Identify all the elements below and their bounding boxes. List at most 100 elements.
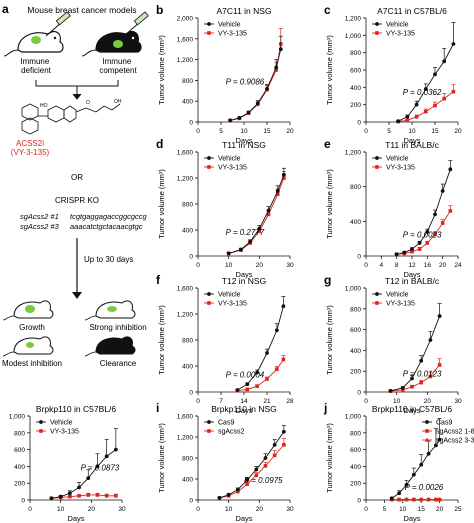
data-point bbox=[257, 229, 262, 234]
y-axis-label: Tumor volume (mm³) bbox=[325, 423, 334, 493]
y-tick-label: 0 bbox=[357, 390, 361, 397]
y-axis-label: Tumor volume (mm³) bbox=[157, 423, 166, 493]
y-tick-label: 400 bbox=[182, 364, 193, 371]
p-value: P = 0.0004 bbox=[226, 370, 265, 379]
compound-name: ACSS2i bbox=[16, 139, 44, 148]
legend-label: Cas9 bbox=[218, 420, 234, 427]
y-tick-label: 1,200 bbox=[177, 176, 194, 183]
outcome-modest-inhibition-label: Modest inhibition bbox=[2, 359, 62, 368]
y-tick-label: 1,200 bbox=[345, 150, 362, 157]
data-point bbox=[77, 485, 81, 490]
data-point bbox=[266, 208, 271, 213]
legend-marker bbox=[207, 429, 211, 433]
series-line bbox=[219, 431, 285, 499]
compound-code: (VY-3-135) bbox=[11, 148, 50, 157]
data-point bbox=[396, 119, 401, 124]
panel-label: d bbox=[156, 137, 163, 151]
x-tick-label: 10 bbox=[57, 506, 65, 513]
data-point bbox=[263, 456, 268, 460]
panel-label: b bbox=[156, 3, 163, 17]
data-point bbox=[428, 338, 433, 342]
y-tick-label: 800 bbox=[350, 430, 361, 437]
legend-marker bbox=[39, 420, 43, 424]
data-point bbox=[425, 241, 430, 245]
panel-label: i bbox=[156, 401, 159, 415]
legend-entry: VY-3-135 bbox=[204, 31, 247, 38]
p-value: P = 0.0873 bbox=[81, 464, 120, 473]
p-value: P = 0.0975 bbox=[244, 476, 283, 485]
data-point bbox=[255, 384, 259, 388]
series-line bbox=[390, 315, 441, 392]
data-point bbox=[448, 167, 453, 172]
data-point bbox=[275, 367, 279, 372]
chart-title: T11 in NSG bbox=[222, 140, 266, 150]
immune-competent-label: Immune competent bbox=[99, 57, 137, 75]
x-tick-label: 0 bbox=[196, 128, 200, 135]
y-tick-label: 800 bbox=[182, 456, 193, 463]
y-tick-label: 600 bbox=[350, 327, 361, 334]
data-point bbox=[388, 389, 393, 393]
legend-marker bbox=[207, 22, 211, 26]
data-point bbox=[448, 209, 453, 213]
data-point bbox=[226, 492, 231, 497]
series-0 bbox=[49, 428, 118, 501]
data-point bbox=[77, 494, 81, 498]
p-value: P = 0.0026 bbox=[405, 483, 444, 492]
legend-marker bbox=[207, 301, 211, 305]
data-point bbox=[245, 478, 249, 482]
data-point bbox=[67, 491, 72, 496]
oh-label: HO bbox=[40, 103, 48, 109]
legend-entry: sgAcss2 bbox=[204, 429, 245, 436]
data-point bbox=[281, 429, 286, 434]
p-value: P = 0.9086 bbox=[226, 78, 265, 87]
y-tick-label: 800 bbox=[350, 184, 361, 191]
legend-entry: Vehicle bbox=[36, 420, 73, 427]
x-tick-label: 10 bbox=[225, 506, 233, 513]
data-point bbox=[419, 497, 423, 502]
panel-label: e bbox=[324, 137, 331, 151]
legend-entry: sgAcss2 1-8 bbox=[422, 429, 474, 436]
or-label: OR bbox=[71, 173, 83, 182]
legend-label: sgAcss2 3-3 bbox=[436, 438, 474, 445]
schematic-title: Mouse breast cancer models bbox=[27, 5, 136, 15]
series-1 bbox=[228, 28, 283, 123]
x-tick-label: 5 bbox=[219, 128, 223, 135]
x-axis-label: Days bbox=[235, 136, 252, 145]
data-point bbox=[235, 487, 240, 492]
chart-title: A7C11 in NSG bbox=[216, 6, 271, 16]
legend-label: Vehicle bbox=[50, 420, 73, 427]
x-axis-label: Days bbox=[403, 514, 420, 523]
legend-marker bbox=[39, 429, 43, 433]
syringe-icon bbox=[123, 11, 149, 37]
data-point bbox=[274, 65, 279, 70]
data-point bbox=[281, 357, 286, 362]
data-point bbox=[257, 226, 262, 231]
chart-title: Brpkp110 in NSG bbox=[211, 404, 277, 414]
series-line bbox=[228, 177, 285, 254]
legend-entry: VY-3-135 bbox=[372, 165, 415, 172]
data-point bbox=[95, 493, 100, 497]
outcome-growth-mouse-icon bbox=[2, 300, 54, 321]
data-point bbox=[437, 497, 442, 502]
x-tick-label: 15 bbox=[263, 128, 271, 135]
data-point bbox=[405, 114, 410, 119]
data-point bbox=[246, 110, 251, 115]
x-tick-label: 10 bbox=[393, 398, 401, 405]
legend-entry: Vehicle bbox=[372, 292, 409, 299]
data-point bbox=[265, 351, 269, 355]
chart-title: T12 in NSG bbox=[222, 276, 266, 286]
chart-f: f T12 in NSG 0 400 800 1,200 1,600 0 7 14 21 28 Days… bbox=[156, 273, 294, 415]
series-1 bbox=[226, 171, 286, 256]
data-point bbox=[451, 89, 456, 94]
syringe-icon bbox=[45, 11, 71, 37]
x-tick-label: 30 bbox=[286, 262, 294, 269]
data-point bbox=[282, 443, 286, 447]
outcome-growth-label: Growth bbox=[19, 323, 45, 332]
data-point bbox=[281, 172, 286, 177]
chart-d: d T11 in NSG 0 400 800 1,200 1,600 0 10 20 30 Days T… bbox=[156, 137, 294, 279]
x-tick-label: 15 bbox=[431, 128, 439, 135]
y-tick-label: 0 bbox=[357, 120, 361, 127]
series-0 bbox=[394, 160, 453, 257]
x-tick-label: 24 bbox=[454, 262, 462, 269]
